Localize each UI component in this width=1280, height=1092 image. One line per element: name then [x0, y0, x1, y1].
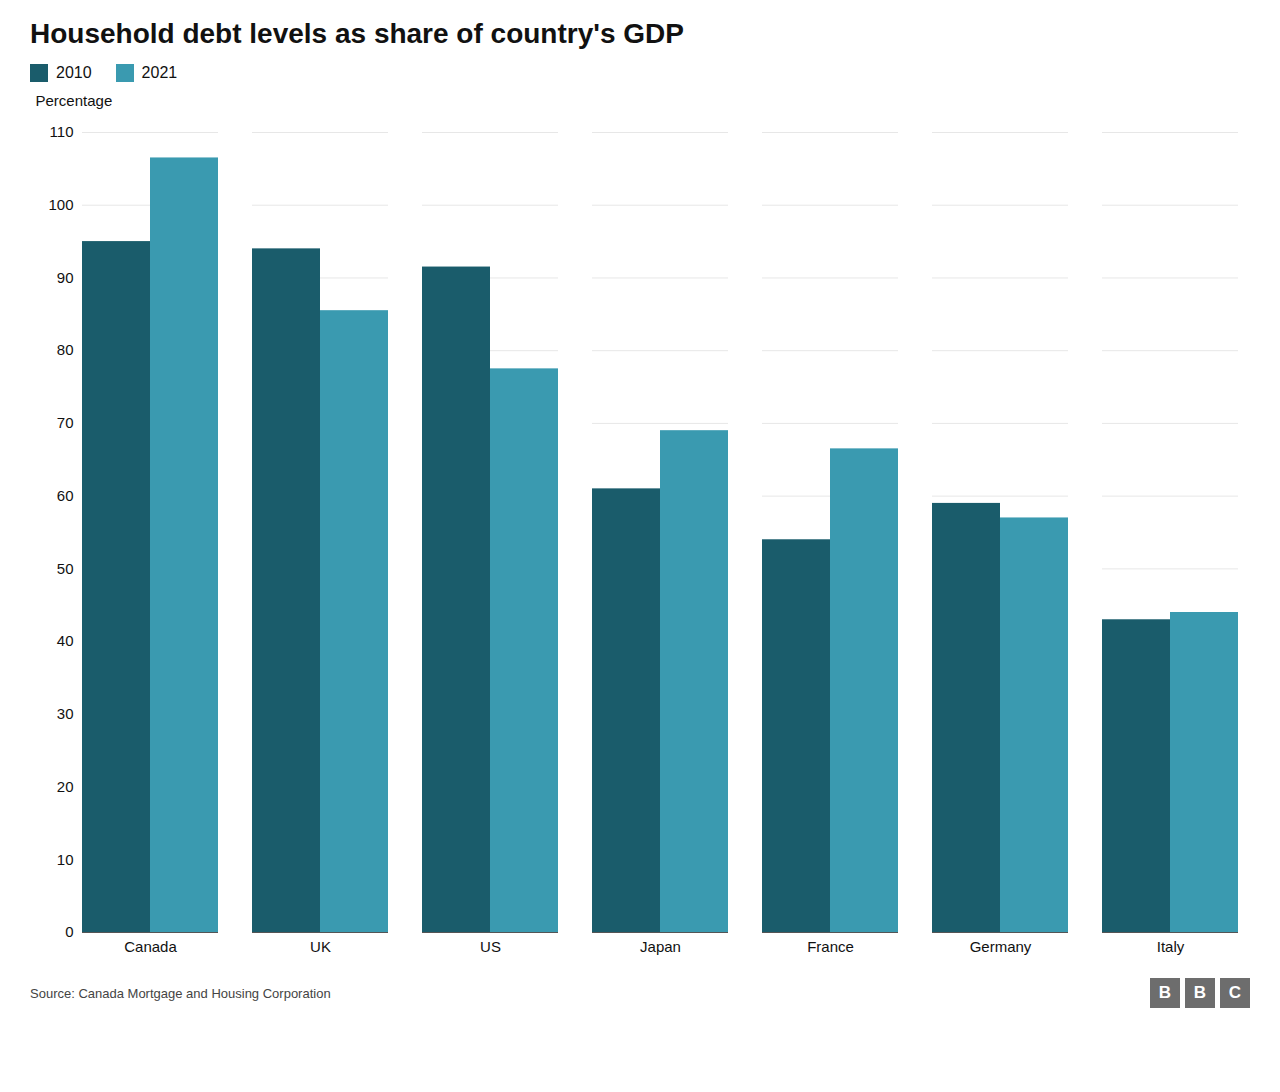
html-text:Household debt levels as share: Household debt levels as share of countr…: [30, 18, 684, 49]
svg-text:UK: UK: [310, 938, 331, 955]
svg-text:Japan: Japan: [640, 938, 681, 955]
svg-text:Percentage: Percentage: [36, 92, 113, 109]
svg-text:70: 70: [57, 414, 74, 431]
svg-text:110: 110: [50, 123, 74, 140]
svg-text:10: 10: [57, 851, 74, 868]
html-text:2021: 2021: [141, 64, 178, 81]
svg-text:20: 20: [57, 778, 74, 795]
svg-text:US: US: [480, 938, 501, 955]
svg-text:100: 100: [48, 196, 73, 213]
svg-text:Canada: Canada: [124, 938, 177, 955]
svg-text:France: France: [807, 938, 854, 955]
html-text:Source: Canada Mortgage and Ho: Source: Canada Mortgage and Housing Corp…: [30, 985, 331, 1001]
svg-text:0: 0: [65, 923, 73, 940]
html-text:2010: 2010: [56, 64, 92, 81]
svg-text:60: 60: [57, 487, 74, 504]
svg-text:40: 40: [57, 632, 74, 649]
svg-text:90: 90: [57, 269, 74, 286]
html-text:B: B: [1158, 983, 1172, 1002]
html-text:B: B: [1193, 983, 1207, 1002]
svg-text:50: 50: [57, 560, 74, 577]
svg-text:Germany: Germany: [970, 938, 1032, 955]
svg-text:80: 80: [57, 341, 74, 358]
html-text:C: C: [1228, 983, 1242, 1002]
svg-text:30: 30: [57, 705, 74, 722]
svg-text:Italy: Italy: [1157, 938, 1185, 955]
